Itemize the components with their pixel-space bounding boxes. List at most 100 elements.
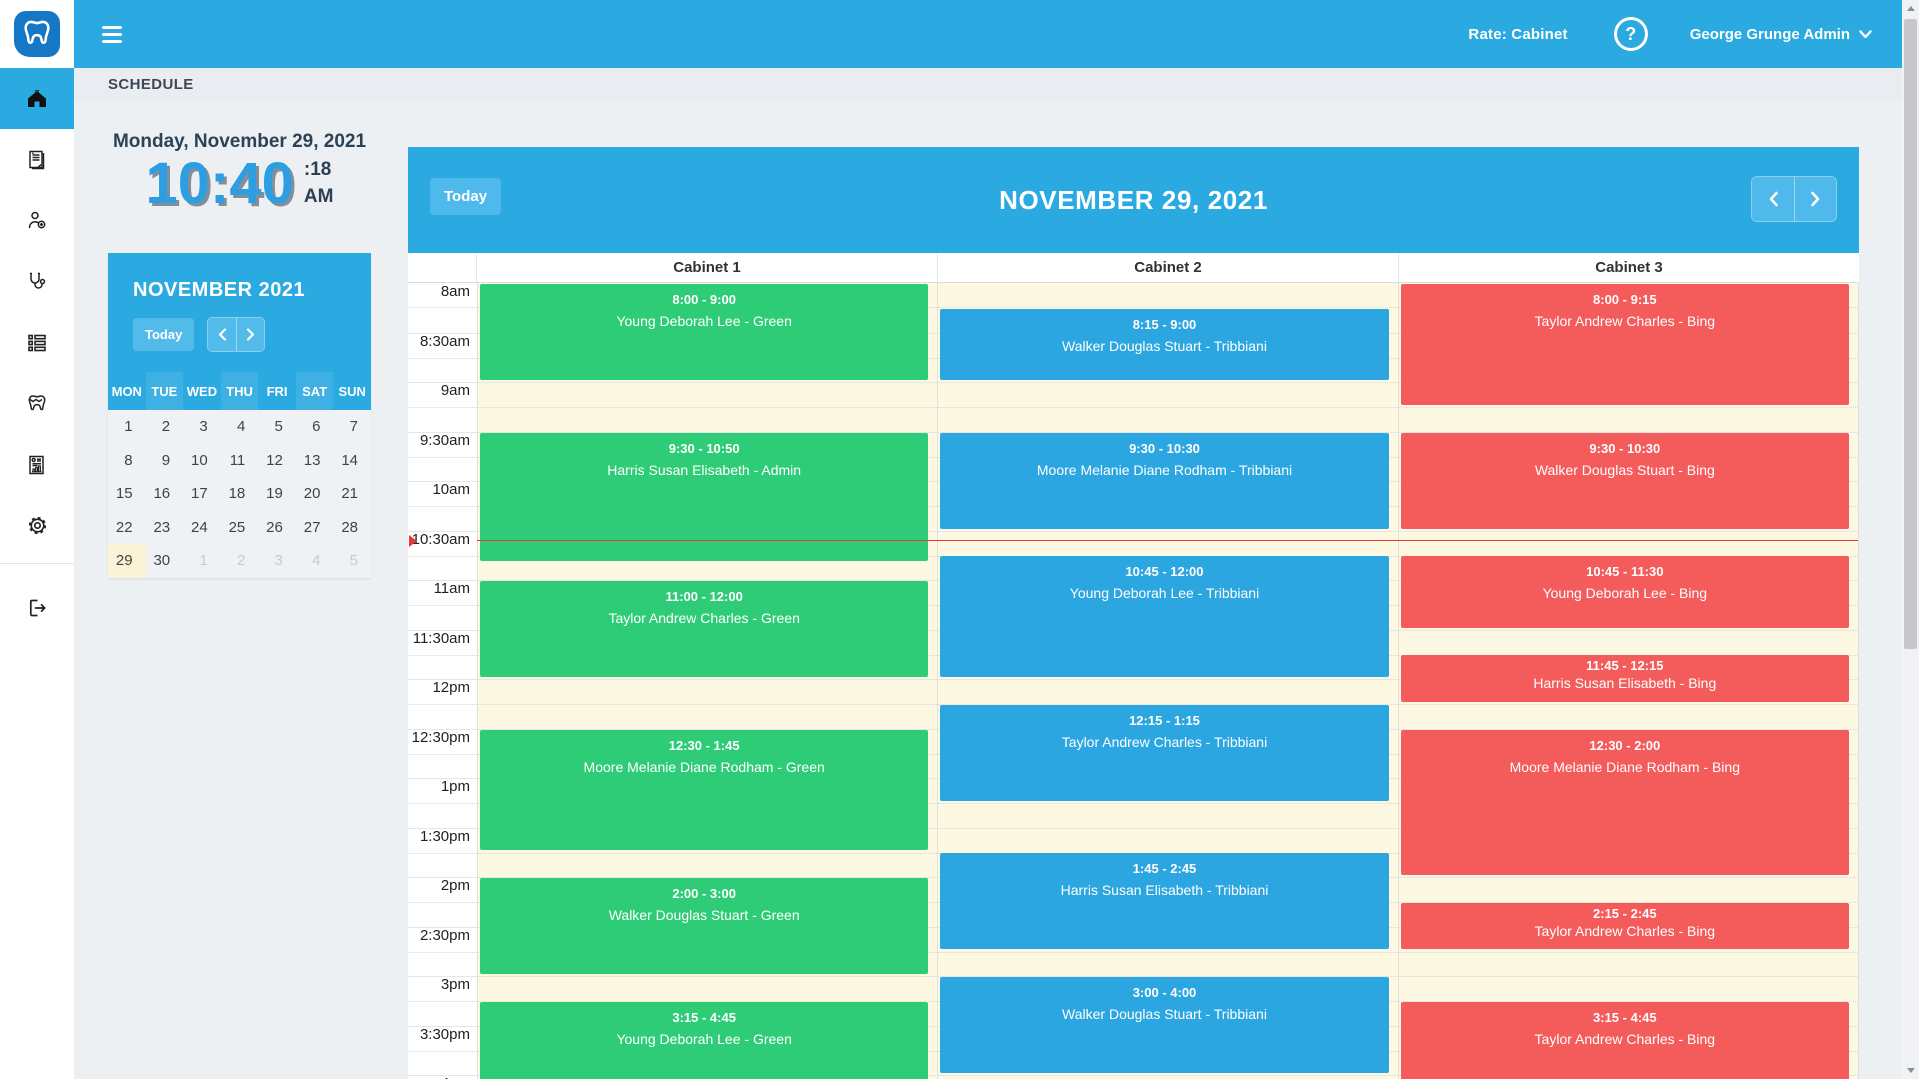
mini-calendar-date-cell[interactable]: 1 xyxy=(199,552,208,570)
mini-calendar-date-cell[interactable]: 1 xyxy=(124,418,133,436)
appointment-event[interactable]: 12:30 - 2:00 Moore Melanie Diane Rodham -… xyxy=(1400,729,1849,875)
appointment-event[interactable]: 9:30 - 10:30 Walker Douglas Stuart - Bing xyxy=(1400,432,1849,529)
mini-calendar-date-cell[interactable]: 28 xyxy=(341,518,358,536)
sidebar-item-settings[interactable] xyxy=(0,495,74,556)
sidebar-item-doctors[interactable] xyxy=(0,190,74,251)
mini-calendar-day-header: SUN xyxy=(338,383,366,399)
mini-calendar-date-cell[interactable]: 8 xyxy=(124,451,133,469)
appointment-time: 10:45 - 12:00 xyxy=(1125,564,1204,580)
help-icon[interactable]: ? xyxy=(1613,17,1648,51)
mini-calendar-date-cell[interactable]: 23 xyxy=(153,518,171,536)
mini-calendar-date-cell[interactable]: 7 xyxy=(349,418,358,436)
cabinet-column[interactable]: 8:15 - 9:00 Walker Douglas Stuart - Tribb… xyxy=(937,283,1398,1079)
appointment-time: 12:30 - 1:45 xyxy=(668,737,740,753)
sidebar-item-stethoscope[interactable] xyxy=(0,251,74,312)
sidebar-item-journal[interactable] xyxy=(0,129,74,190)
time-slot xyxy=(938,1075,1398,1079)
appointment-time: 9:30 - 10:30 xyxy=(1129,440,1200,456)
mini-calendar-date-cell[interactable]: 4 xyxy=(312,552,321,570)
time-slot xyxy=(408,728,477,779)
mini-calendar-date-cell[interactable]: 6 xyxy=(312,418,321,436)
arrow-down-icon xyxy=(1906,1068,1915,1073)
mini-calendar-date-cell[interactable]: 27 xyxy=(303,518,321,536)
mini-calendar-date-cell[interactable]: 29 xyxy=(108,544,146,578)
mini-calendar-date-cell[interactable]: 18 xyxy=(228,485,246,503)
sidebar-item-treatments[interactable] xyxy=(0,312,74,373)
cabinet-column[interactable]: 8:00 - 9:15 Taylor Andrew Charles - Bing 9… xyxy=(1397,283,1858,1079)
scrollbar-thumb[interactable] xyxy=(1904,19,1917,649)
user-menu[interactable]: George Grunge Admin xyxy=(1690,26,1872,43)
quarter-hour-line xyxy=(408,532,477,557)
mini-calendar-date-cell[interactable]: 4 xyxy=(236,418,246,436)
mini-calendar-date-cell[interactable]: 25 xyxy=(228,518,246,536)
quarter-hour-line xyxy=(408,631,477,656)
appointment-event[interactable]: 10:45 - 12:00 Young Deborah Lee - Tribbia… xyxy=(940,556,1389,677)
page-scrollbar xyxy=(1902,0,1919,1079)
appointment-event[interactable]: 9:30 - 10:50 Harris Susan Elisabeth - Adm… xyxy=(480,432,929,562)
appointment-event[interactable]: 2:00 - 3:00 Walker Douglas Stuart - Green xyxy=(480,878,929,974)
sidebar-item-reports[interactable] xyxy=(0,434,74,495)
mini-calendar-date-cell[interactable]: 12 xyxy=(266,451,283,469)
mini-calendar-date-cell[interactable]: 3 xyxy=(274,552,283,570)
quarter-hour-line xyxy=(1398,680,1858,706)
scrollbar-up-button[interactable] xyxy=(1902,0,1919,17)
mini-calendar-date-cell[interactable]: 10 xyxy=(191,451,208,469)
appointment-title: Walker Douglas Stuart - Tribbiani xyxy=(1062,1006,1267,1022)
app-logo[interactable] xyxy=(0,0,74,68)
appointment-event[interactable]: 9:30 - 10:30 Moore Melanie Diane Rodham -… xyxy=(940,432,1389,529)
current-date-label: Monday, November 29, 2021 xyxy=(112,131,367,152)
mini-calendar-prev-button[interactable] xyxy=(208,318,237,351)
appointment-event[interactable]: 1:45 - 2:45 Harris Susan Elisabeth - Trib… xyxy=(940,853,1389,950)
appointment-event[interactable]: 3:15 - 4:45 Young Deborah Lee - Green xyxy=(480,1001,929,1079)
mini-calendar-date-cell[interactable]: 19 xyxy=(266,485,283,503)
sidebar-item-teeth[interactable] xyxy=(0,373,74,434)
tooth-logo-icon xyxy=(20,17,54,51)
calendar-today-button[interactable]: Today xyxy=(430,178,502,215)
calendar-prev-button[interactable] xyxy=(1752,177,1794,221)
mini-calendar-today-button[interactable]: Today xyxy=(133,318,195,351)
appointment-title: Walker Douglas Stuart - Tribbiani xyxy=(1062,337,1267,354)
appointment-event[interactable]: 12:15 - 1:15 Taylor Andrew Charles - Trib… xyxy=(940,704,1389,801)
mini-calendar-date-cell[interactable]: 5 xyxy=(274,418,283,436)
mini-calendar-date-cell[interactable]: 9 xyxy=(161,451,171,469)
appointment-event[interactable]: 10:45 - 11:30 Young Deborah Lee - Bing xyxy=(1400,556,1849,628)
sidebar-item-logout[interactable] xyxy=(0,577,74,638)
mini-calendar-date-cell[interactable]: 15 xyxy=(115,485,133,503)
appointment-event[interactable]: 11:00 - 12:00 Taylor Andrew Charles - Gre… xyxy=(480,581,929,677)
sidebar-item-home[interactable] xyxy=(0,68,74,129)
time-slot xyxy=(408,431,477,482)
quarter-hour-line xyxy=(408,433,477,458)
appointment-event[interactable]: 3:15 - 4:45 Taylor Andrew Charles - Bing xyxy=(1400,1001,1849,1079)
mini-calendar-date-cell[interactable]: 2 xyxy=(161,418,171,436)
appointment-event[interactable]: 12:30 - 1:45 Moore Melanie Diane Rodham -… xyxy=(480,729,929,851)
mini-calendar-next-button[interactable] xyxy=(236,318,265,351)
mini-calendar-date-cell[interactable]: 2 xyxy=(236,552,246,570)
menu-toggle-button[interactable] xyxy=(98,22,126,47)
mini-calendar-date-cell[interactable]: 13 xyxy=(303,451,321,469)
quarter-hour-line xyxy=(408,1027,477,1052)
top-bar: Rate: Cabinet ? George Grunge Admin xyxy=(0,0,1902,68)
mini-calendar-date-cell[interactable]: 3 xyxy=(199,418,208,436)
appointment-event[interactable]: 8:00 - 9:15 Taylor Andrew Charles - Bing xyxy=(1400,284,1849,405)
mini-calendar-date-cell[interactable]: 20 xyxy=(303,485,321,503)
mini-calendar-date-cell[interactable]: 16 xyxy=(153,485,171,503)
appointment-event[interactable]: 11:45 - 12:15 Harris Susan Elisabeth - Bi… xyxy=(1400,655,1849,702)
mini-calendar-date-cell[interactable]: 24 xyxy=(191,518,208,536)
mini-calendar-date-cell[interactable]: 5 xyxy=(349,552,358,570)
calendar-next-button[interactable] xyxy=(1794,177,1836,221)
mini-calendar-date-cell[interactable]: 11 xyxy=(229,451,246,469)
mini-calendar-date-cell[interactable]: 26 xyxy=(266,518,283,536)
cabinet-column[interactable]: 8:00 - 9:00 Young Deborah Lee - Green 9:30… xyxy=(477,283,938,1079)
mini-calendar-day-header: WED xyxy=(186,383,218,399)
mini-calendar-date-cell[interactable]: 30 xyxy=(153,552,171,570)
appointment-event[interactable]: 8:15 - 9:00 Walker Douglas Stuart - Tribb… xyxy=(940,308,1389,380)
appointment-event[interactable]: 3:00 - 4:00 Walker Douglas Stuart - Tribb… xyxy=(940,977,1389,1073)
quarter-hour-line xyxy=(408,829,477,854)
mini-calendar-date-cell[interactable]: 17 xyxy=(191,485,208,503)
mini-calendar-date-cell[interactable]: 21 xyxy=(341,485,358,503)
appointment-event[interactable]: 2:15 - 2:45 Taylor Andrew Charles - Bing xyxy=(1400,902,1849,950)
scrollbar-down-button[interactable] xyxy=(1902,1062,1919,1079)
mini-calendar-date-cell[interactable]: 22 xyxy=(115,518,133,536)
appointment-event[interactable]: 8:00 - 9:00 Young Deborah Lee - Green xyxy=(480,284,929,380)
mini-calendar-date-cell[interactable]: 14 xyxy=(341,451,358,469)
